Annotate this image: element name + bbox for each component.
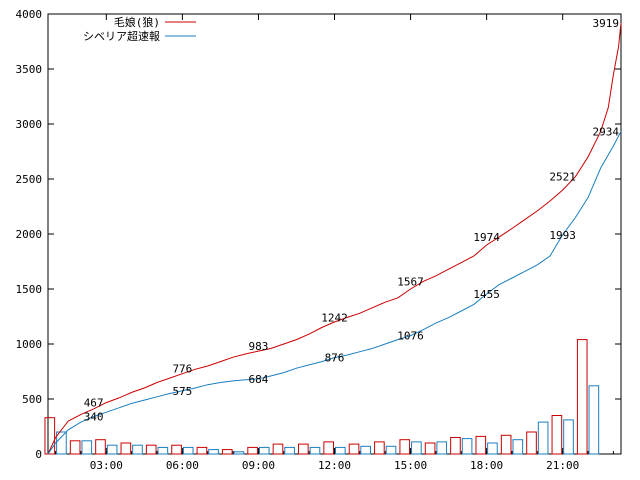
data-label-series-1: 1076 [397, 330, 424, 343]
x-axis: 03:00 06:00 09:00 12:00 15:00 18:00 21:00 [55, 14, 614, 472]
bar-series-1 [537, 421, 549, 455]
data-label-series-0: 2521 [549, 171, 576, 184]
bar-series-0 [247, 446, 258, 455]
line-series-1 [47, 131, 622, 455]
bar-series-1 [81, 440, 93, 455]
y-tick-label: 1500 [16, 283, 43, 296]
bar-series-1 [208, 449, 219, 455]
data-label-series-0: 3919 [593, 17, 620, 30]
line-series-0 [47, 22, 622, 455]
bar-series-0 [450, 437, 461, 455]
y-axis: 0 500 1000 1500 2000 2500 3000 3500 4000 [16, 8, 621, 461]
bar-series-1 [132, 444, 143, 455]
legend-label-1: シベリア超速報 [83, 29, 160, 43]
bar-series-1 [309, 446, 321, 455]
bar-series-0 [272, 443, 284, 455]
y-tick-label: 4000 [16, 8, 43, 21]
bar-series-1 [182, 446, 194, 455]
data-label-series-0: 1567 [397, 276, 424, 289]
bar-series-1 [563, 419, 574, 455]
data-label-series-1: 1455 [473, 288, 500, 301]
bar-series-0 [95, 439, 106, 455]
data-label-series-0: 467 [84, 397, 104, 410]
bar-series-0 [196, 446, 208, 455]
bar-series-1 [284, 446, 295, 455]
x-tick-label: 12:00 [318, 459, 351, 472]
x-tick-label: 09:00 [242, 459, 275, 472]
bar-series-1 [56, 431, 67, 455]
y-tick-label: 2500 [16, 173, 43, 186]
x-tick-label: 15:00 [394, 459, 427, 472]
bar-series-0 [120, 442, 132, 455]
data-label-series-1: 340 [84, 411, 104, 424]
bar-series-0 [69, 440, 81, 455]
plot-frame [47, 13, 622, 455]
y-tick-label: 500 [22, 393, 42, 406]
bar-series-0 [475, 435, 487, 455]
y-tick-label: 0 [35, 448, 42, 461]
bar-series-1 [461, 438, 473, 455]
bar-series-1 [233, 451, 245, 455]
data-label-series-1: 684 [249, 373, 269, 386]
bar-series-1 [385, 445, 397, 455]
y-tick-label: 1000 [16, 338, 43, 351]
data-label-series-0: 1242 [321, 311, 348, 324]
y-tick-label: 2000 [16, 228, 43, 241]
bar-series-0 [298, 443, 309, 455]
bar-series-1 [487, 442, 498, 455]
bar-series-1 [157, 446, 169, 455]
data-label-series-1: 2934 [593, 125, 620, 138]
bar-series-0 [44, 417, 56, 455]
bar-series-0 [374, 441, 385, 455]
bar-series-1 [411, 441, 422, 455]
data-label-series-1: 876 [325, 352, 345, 365]
bar-series-0 [348, 443, 360, 455]
legend-label-0: 毛娘(狼) [114, 15, 160, 29]
bar-series-1 [360, 445, 371, 455]
x-tick-label: 03:00 [90, 459, 123, 472]
bar-series-1 [512, 439, 524, 455]
data-label-series-1: 1993 [549, 229, 576, 242]
bar-series-0 [424, 442, 436, 455]
bar-series-0 [500, 434, 512, 455]
legend: 毛娘(狼) シベリア超速報 [83, 15, 196, 43]
x-tick-label: 18:00 [470, 459, 503, 472]
data-label-series-0: 983 [249, 340, 269, 353]
data-label-series-1: 575 [172, 385, 192, 398]
hourly-bars [44, 339, 600, 455]
bar-series-0 [171, 444, 182, 455]
data-labels: 467 776 983 1242 1567 1974 2521 3919 340 575 684 87… [84, 17, 620, 424]
x-tick-label: 06:00 [166, 459, 199, 472]
bar-series-1 [106, 444, 118, 455]
bar-series-1 [258, 446, 270, 455]
bar-series-0 [551, 415, 563, 455]
bar-series-0 [145, 444, 157, 455]
bar-series-1 [335, 446, 346, 455]
bar-series-1 [436, 441, 448, 455]
data-label-series-0: 776 [172, 363, 192, 376]
bar-series-0 [221, 449, 233, 455]
bar-series-1 [588, 385, 600, 455]
data-label-series-0: 1974 [473, 231, 500, 244]
y-tick-label: 3000 [16, 118, 43, 131]
x-tick-label: 21:00 [546, 459, 579, 472]
y-tick-label: 3500 [16, 63, 43, 76]
bar-series-0 [526, 431, 537, 455]
bar-series-0 [399, 439, 411, 455]
bar-series-0 [576, 339, 588, 455]
bar-series-0 [323, 441, 334, 455]
cumulative-lines [47, 22, 622, 455]
